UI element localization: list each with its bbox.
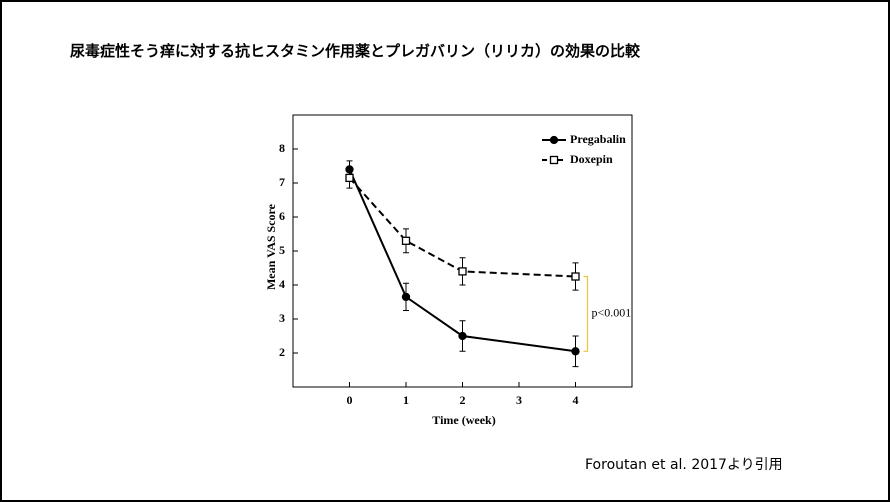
series-line: [348, 168, 576, 353]
y-tick-label: 7: [279, 175, 285, 189]
x-tick-label: 2: [460, 393, 466, 407]
legend-label: Doxepin: [570, 152, 613, 166]
y-tick-label: 3: [279, 311, 285, 325]
slide-title: 尿毒症性そう痒に対する抗ヒスタミン作用薬とプレガバリン（リリカ）の効果の比較: [70, 42, 641, 60]
annotation: p<0.001: [592, 306, 632, 320]
x-tick-label: 4: [573, 393, 579, 407]
x-tick-label: 0: [347, 393, 353, 407]
marker: [401, 236, 411, 245]
legend-marker: [549, 135, 559, 145]
marker: [345, 173, 354, 183]
marker: [401, 292, 411, 302]
source-note: Foroutan et al. 2017より引用: [585, 457, 783, 473]
marker: [571, 347, 580, 356]
y-tick-label: 8: [279, 141, 285, 155]
marker: [458, 331, 467, 341]
legend-label: Pregabalin: [570, 132, 626, 146]
x-tick-label: 3: [516, 393, 522, 407]
y-tick-label: 2: [279, 345, 285, 359]
legend-marker: [549, 155, 559, 165]
y-axis-label: Mean VAS Score: [264, 203, 278, 290]
x-tick-label: 1: [403, 393, 409, 407]
significance-bracket: [583, 275, 589, 352]
y-tick-label: 4: [279, 277, 285, 291]
y-tick-label: 5: [279, 243, 285, 257]
x-axis-label: Time (week): [432, 413, 495, 427]
marker: [571, 272, 580, 281]
y-tick-label: 6: [279, 209, 285, 223]
marker: [458, 267, 467, 276]
series-line: [348, 177, 576, 278]
